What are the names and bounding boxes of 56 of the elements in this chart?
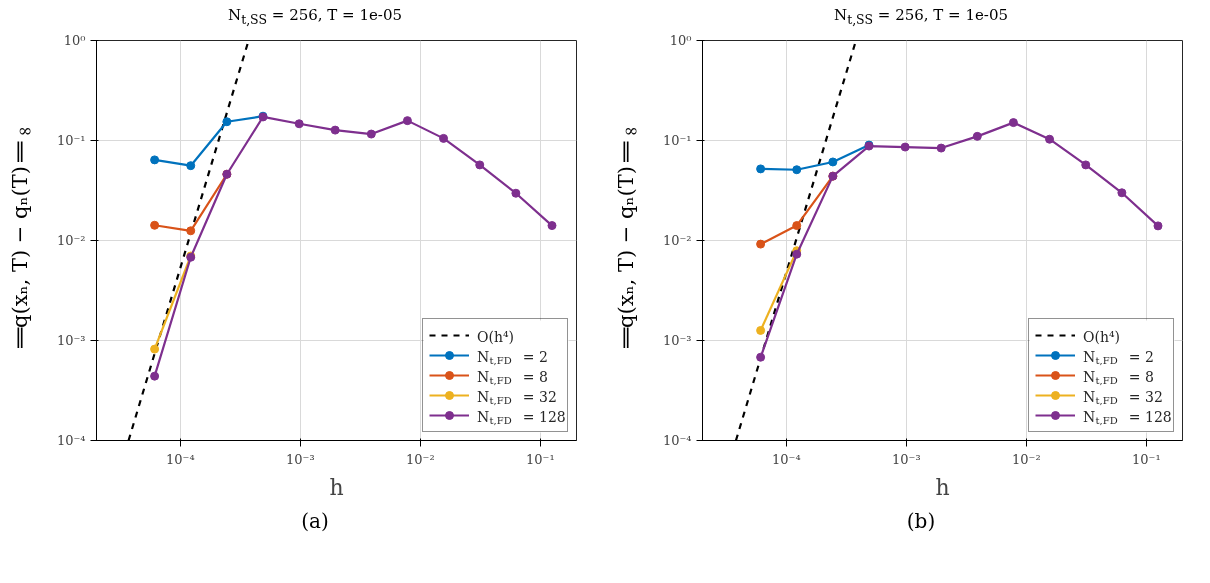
text: (a) xyxy=(300,508,330,535)
x-tick-label: 10⁻³ xyxy=(286,451,315,467)
y-tick-label: 10⁻² xyxy=(662,233,692,248)
y-tick-label: 10⁻¹ xyxy=(56,133,86,148)
y-tick-label: 10⁰ xyxy=(63,33,86,48)
point xyxy=(439,133,449,143)
point xyxy=(1153,221,1163,231)
point xyxy=(150,371,160,381)
chart-title: N$_{t,SS}$ = 256, T = 1e-05 xyxy=(227,5,403,29)
point xyxy=(186,161,196,171)
point xyxy=(186,226,196,236)
point xyxy=(1117,188,1127,198)
text: (b) xyxy=(905,508,937,535)
y-tick-label: 10⁻¹ xyxy=(662,133,692,148)
x-axis-title: h xyxy=(329,474,344,500)
point xyxy=(402,116,412,126)
chart-title: N$_{t,SS}$ = 256, T = 1e-05 xyxy=(833,5,1009,29)
point xyxy=(792,165,802,175)
point xyxy=(150,155,160,165)
x-tick-label: 10⁻¹ xyxy=(526,451,555,467)
point xyxy=(150,344,160,354)
point xyxy=(900,142,910,152)
point xyxy=(756,239,766,249)
point xyxy=(294,119,304,129)
point xyxy=(756,325,766,335)
x-tick-label: 10⁻⁴ xyxy=(166,451,195,467)
point xyxy=(150,220,160,230)
point xyxy=(366,129,376,139)
point xyxy=(547,221,557,231)
point xyxy=(1008,118,1018,128)
point xyxy=(330,125,340,135)
point xyxy=(475,160,485,170)
point xyxy=(756,164,766,174)
point xyxy=(828,157,838,167)
y-tick-label: 10⁻⁴ xyxy=(56,433,86,448)
point xyxy=(1081,160,1091,170)
point xyxy=(972,131,982,141)
point xyxy=(511,188,521,198)
legend-label: O(h⁴) xyxy=(476,328,514,345)
y-tick-label: 10⁻³ xyxy=(662,333,692,348)
y-tick-label: 10⁻² xyxy=(56,233,86,248)
y-tick-label: 10⁻³ xyxy=(56,333,86,348)
legend-label: O(h⁴) xyxy=(1082,328,1120,345)
x-tick-label: 10⁻¹ xyxy=(1132,451,1161,467)
x-tick-label: 10⁻⁴ xyxy=(772,451,801,467)
point xyxy=(222,117,232,127)
point xyxy=(792,221,802,231)
x-tick-label: 10⁻² xyxy=(406,451,435,467)
point xyxy=(1045,134,1055,144)
x-tick-label: 10⁻² xyxy=(1012,451,1041,467)
y-tick-label: 10⁰ xyxy=(669,33,692,48)
y-tick-label: 10⁻⁴ xyxy=(662,433,692,448)
point xyxy=(936,143,946,153)
x-tick-label: 10⁻³ xyxy=(892,451,921,467)
x-axis-title: h xyxy=(935,474,950,500)
point xyxy=(756,352,766,362)
